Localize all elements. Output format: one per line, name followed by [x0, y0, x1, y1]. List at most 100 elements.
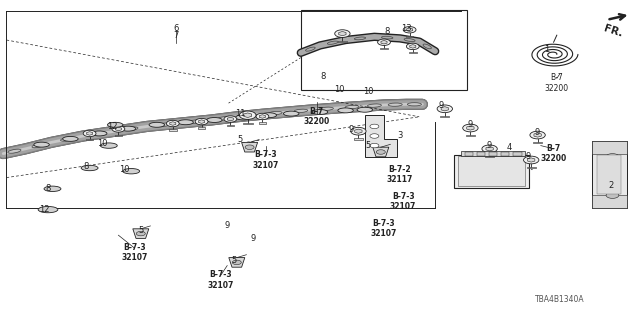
Circle shape — [482, 145, 497, 153]
Text: 9: 9 — [348, 125, 353, 134]
Circle shape — [606, 154, 619, 160]
Ellipse shape — [312, 109, 328, 115]
Ellipse shape — [34, 142, 49, 147]
Bar — [227, 125, 234, 126]
Ellipse shape — [284, 111, 299, 116]
Ellipse shape — [338, 108, 353, 113]
Polygon shape — [198, 120, 205, 123]
Circle shape — [351, 127, 366, 135]
Circle shape — [256, 113, 269, 120]
Text: 8: 8 — [321, 72, 326, 81]
Ellipse shape — [261, 113, 276, 118]
Circle shape — [335, 30, 350, 37]
Ellipse shape — [63, 136, 78, 141]
Text: B-7-3
32107: B-7-3 32107 — [371, 219, 397, 238]
Text: 12: 12 — [107, 122, 117, 131]
Circle shape — [245, 145, 254, 149]
Bar — [198, 127, 205, 129]
Ellipse shape — [81, 165, 98, 171]
Ellipse shape — [108, 122, 123, 127]
Bar — [501, 152, 509, 156]
Bar — [527, 167, 536, 168]
Bar — [380, 48, 388, 49]
Circle shape — [524, 156, 539, 164]
Polygon shape — [242, 142, 258, 152]
Ellipse shape — [100, 143, 117, 148]
Text: 12: 12 — [40, 205, 50, 214]
Text: 5: 5 — [231, 256, 236, 265]
Text: TBA4B1340A: TBA4B1340A — [535, 295, 585, 304]
Polygon shape — [372, 147, 388, 157]
Bar — [169, 129, 177, 131]
Circle shape — [370, 124, 379, 129]
Bar — [454, 155, 529, 188]
Text: B-7
32200: B-7 32200 — [540, 144, 567, 163]
Polygon shape — [259, 115, 266, 118]
Ellipse shape — [357, 107, 372, 112]
Text: 7: 7 — [173, 31, 179, 40]
Circle shape — [370, 134, 379, 138]
Bar — [259, 122, 266, 124]
Polygon shape — [170, 122, 176, 125]
Bar — [458, 156, 525, 186]
Bar — [354, 138, 363, 140]
Polygon shape — [486, 147, 493, 151]
Text: 9: 9 — [439, 101, 444, 110]
Bar — [592, 141, 627, 154]
Circle shape — [530, 131, 545, 139]
Bar — [115, 135, 122, 136]
Text: 10: 10 — [120, 165, 130, 174]
Circle shape — [83, 130, 96, 137]
Bar — [301, 10, 467, 90]
Text: 9: 9 — [525, 152, 531, 161]
Text: 9: 9 — [468, 120, 473, 129]
Circle shape — [376, 150, 385, 154]
Circle shape — [370, 143, 379, 148]
Text: 9: 9 — [225, 221, 230, 230]
Circle shape — [606, 192, 619, 198]
Circle shape — [606, 166, 619, 173]
Circle shape — [112, 126, 125, 132]
Circle shape — [606, 179, 619, 186]
Bar — [592, 141, 627, 208]
Bar — [465, 152, 473, 156]
Ellipse shape — [92, 131, 107, 136]
Circle shape — [239, 111, 256, 119]
Text: 10: 10 — [363, 87, 373, 96]
Text: 8: 8 — [385, 28, 390, 36]
Polygon shape — [133, 229, 149, 238]
Circle shape — [437, 105, 452, 113]
Circle shape — [195, 118, 208, 125]
Polygon shape — [339, 31, 346, 36]
Text: FR.: FR. — [603, 23, 625, 38]
Bar — [485, 156, 494, 157]
Text: B-7
32200: B-7 32200 — [545, 74, 569, 93]
Bar — [243, 123, 253, 124]
Bar — [592, 195, 627, 208]
Circle shape — [224, 116, 237, 122]
Text: 5: 5 — [365, 141, 371, 150]
Ellipse shape — [149, 122, 164, 127]
Polygon shape — [244, 113, 252, 117]
Polygon shape — [527, 158, 535, 162]
Text: 1: 1 — [545, 45, 550, 54]
Text: B-7-3
32107: B-7-3 32107 — [121, 243, 148, 262]
Polygon shape — [467, 126, 474, 130]
Polygon shape — [410, 45, 416, 48]
Bar — [406, 36, 413, 37]
Text: B-7-3
32107: B-7-3 32107 — [207, 270, 234, 290]
Bar — [489, 152, 497, 156]
Bar — [86, 139, 93, 140]
Polygon shape — [229, 258, 245, 267]
Polygon shape — [441, 107, 449, 111]
Bar — [477, 152, 485, 156]
Text: 10: 10 — [97, 140, 108, 148]
Text: 8: 8 — [84, 162, 89, 171]
Text: 5: 5 — [237, 135, 243, 144]
Polygon shape — [365, 115, 397, 157]
Text: 9: 9 — [250, 234, 255, 243]
Text: 9: 9 — [487, 141, 492, 150]
Text: 4: 4 — [506, 143, 511, 152]
Ellipse shape — [120, 126, 136, 131]
Bar — [466, 135, 475, 136]
